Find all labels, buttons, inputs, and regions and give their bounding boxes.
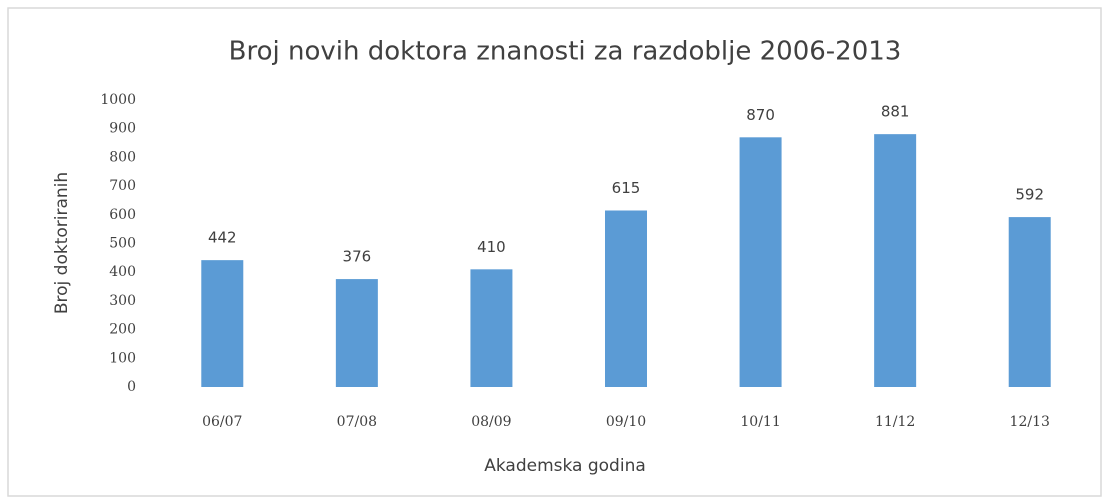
x-tick-label: 11/12 xyxy=(875,414,915,430)
x-axis-label: Akademska godina xyxy=(484,456,646,476)
bar xyxy=(1008,217,1051,387)
y-tick-label: 200 xyxy=(109,322,136,338)
y-tick-label: 800 xyxy=(109,149,136,165)
y-tick-label: 100 xyxy=(109,350,136,366)
bar xyxy=(874,134,917,387)
chart-frame xyxy=(7,7,1102,497)
bar xyxy=(470,269,513,387)
y-tick-label: 600 xyxy=(109,207,136,223)
data-label: 615 xyxy=(612,179,641,197)
data-label: 881 xyxy=(881,103,910,121)
data-label: 376 xyxy=(343,248,372,266)
x-tick-label: 08/09 xyxy=(471,414,511,430)
x-tick-label: 06/07 xyxy=(202,414,242,430)
x-tick-label: 12/13 xyxy=(1010,414,1050,430)
bar xyxy=(201,260,244,387)
bar xyxy=(739,137,782,387)
bar xyxy=(605,210,647,387)
y-tick-label: 700 xyxy=(109,178,136,194)
y-tick-label: 500 xyxy=(109,236,136,252)
data-label: 592 xyxy=(1015,186,1044,204)
y-tick-label: 300 xyxy=(109,293,136,309)
data-label: 442 xyxy=(208,229,237,247)
bar xyxy=(335,279,378,387)
y-tick-label: 0 xyxy=(127,379,136,395)
data-label: 410 xyxy=(477,238,506,256)
x-tick-label: 09/10 xyxy=(606,414,646,430)
chart-title: Broj novih doktora znanosti za razdoblje… xyxy=(229,37,902,67)
y-tick-label: 1000 xyxy=(100,92,136,108)
x-tick-label: 10/11 xyxy=(740,414,780,430)
y-tick-label: 400 xyxy=(109,264,136,280)
y-tick-label: 900 xyxy=(109,121,136,137)
y-axis-label: Broj doktoriranih xyxy=(52,172,72,314)
x-tick-label: 07/08 xyxy=(337,414,377,430)
data-label: 870 xyxy=(746,106,775,124)
